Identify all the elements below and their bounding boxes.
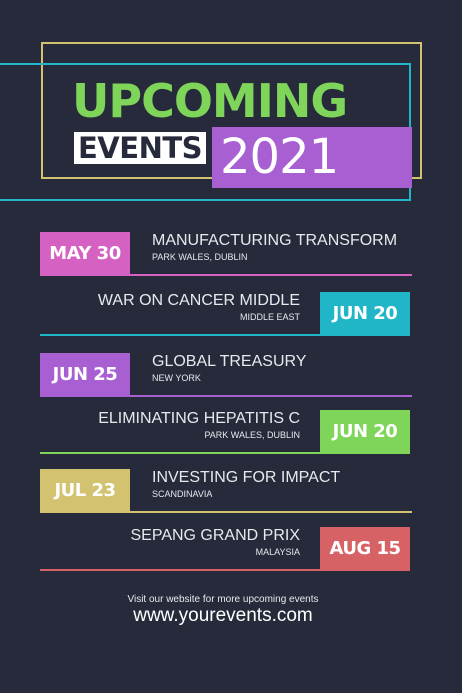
event-name: SEPANG GRAND PRIX <box>130 527 300 544</box>
event-underline <box>130 511 412 513</box>
event-underline <box>130 274 412 276</box>
event-date: JUN 20 <box>320 292 410 336</box>
title-year: 2021 <box>212 127 412 188</box>
title-upcoming: UPCOMING <box>72 74 348 128</box>
event-underline <box>130 395 412 397</box>
event-date: JUN 25 <box>40 353 130 397</box>
event-date: JUN 20 <box>320 410 410 454</box>
event-name: INVESTING FOR IMPACT <box>152 469 341 486</box>
event-row-5: JUL 23 INVESTING FOR IMPACT SCANDINAVIA <box>0 469 462 525</box>
event-name: ELIMINATING HEPATITIS C <box>98 410 300 427</box>
footer-url[interactable]: www.yourevents.com <box>133 605 313 626</box>
event-location: PARK WALES, DUBLIN <box>204 430 300 440</box>
event-underline <box>40 569 320 571</box>
event-row-4: JUN 20 ELIMINATING HEPATITIS C PARK WALE… <box>0 410 462 466</box>
event-location: MALAYSIA <box>255 547 300 557</box>
event-name: MANUFACTURING TRANSFORM <box>152 232 398 249</box>
event-date: JUL 23 <box>40 469 130 513</box>
title-events: EVENTS <box>74 132 207 164</box>
event-row-1: MAY 30 MANUFACTURING TRANSFORM PARK WALE… <box>0 232 462 288</box>
event-underline <box>40 452 320 454</box>
event-underline <box>40 334 320 336</box>
event-location: SCANDINAVIA <box>152 489 213 499</box>
event-location: PARK WALES, DUBLIN <box>152 252 248 262</box>
event-row-6: AUG 15 SEPANG GRAND PRIX MALAYSIA <box>0 527 462 583</box>
event-date: MAY 30 <box>40 232 130 276</box>
event-row-2: JUN 20 WAR ON CANCER MIDDLE MIDDLE EAST <box>0 292 462 348</box>
event-location: NEW YORK <box>152 373 201 383</box>
event-date: AUG 15 <box>320 527 410 571</box>
footer-note: Visit our website for more upcoming even… <box>127 594 319 605</box>
event-name: GLOBAL TREASURY <box>152 353 307 370</box>
event-row-3: JUN 25 GLOBAL TREASURY NEW YORK <box>0 353 462 409</box>
event-name: WAR ON CANCER MIDDLE <box>97 292 300 309</box>
event-location: MIDDLE EAST <box>239 312 300 322</box>
